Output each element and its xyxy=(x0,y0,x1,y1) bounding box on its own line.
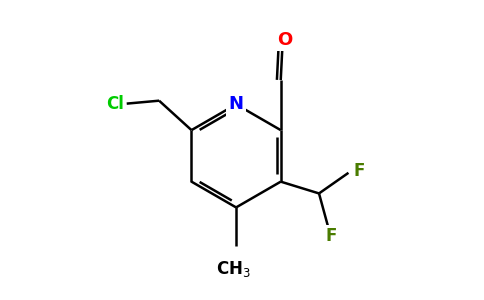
Text: F: F xyxy=(325,227,336,245)
Text: CH$_3$: CH$_3$ xyxy=(216,259,251,279)
Text: Cl: Cl xyxy=(106,94,124,112)
Text: N: N xyxy=(228,95,243,113)
Text: O: O xyxy=(277,31,293,49)
Text: F: F xyxy=(353,162,364,180)
